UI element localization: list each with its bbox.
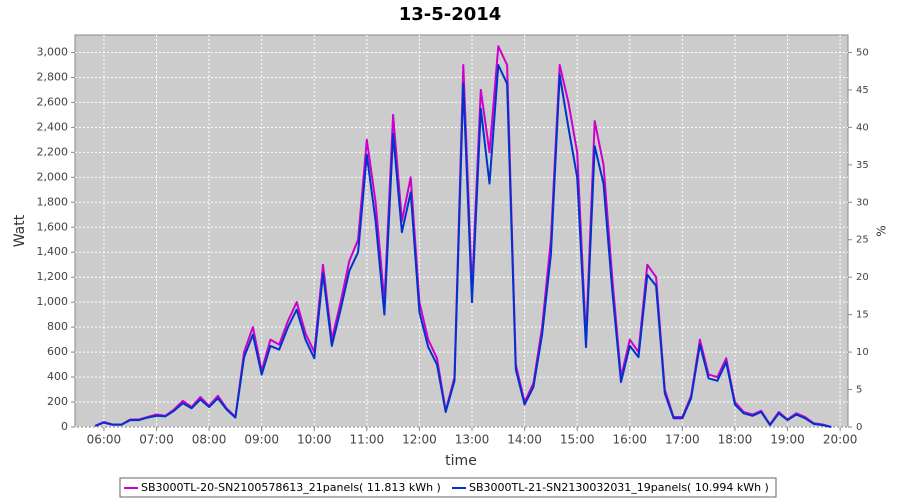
x-tick-label: 09:00 bbox=[244, 433, 279, 447]
x-tick-label: 11:00 bbox=[350, 433, 385, 447]
y2-tick-label: 50 bbox=[856, 47, 869, 58]
y-tick-label: 1,000 bbox=[37, 295, 69, 308]
y-tick-label: 600 bbox=[47, 345, 68, 358]
x-axis-label: time bbox=[445, 453, 477, 469]
legend bbox=[119, 477, 777, 498]
x-tick-label: 15:00 bbox=[560, 433, 595, 447]
y-tick-label: 2,200 bbox=[37, 145, 69, 158]
y2-tick-label: 0 bbox=[856, 422, 862, 433]
x-tick-label: 16:00 bbox=[612, 433, 647, 447]
y-tick-label: 2,400 bbox=[37, 120, 69, 133]
y2-tick-label: 20 bbox=[856, 272, 869, 283]
chart-title: 13-5-2014 bbox=[399, 4, 502, 25]
y-tick-label: 1,600 bbox=[37, 220, 69, 233]
y-tick-label: 1,800 bbox=[37, 195, 69, 208]
x-tick-label: 17:00 bbox=[665, 433, 700, 447]
y-tick-label: 2,600 bbox=[37, 95, 69, 108]
y-tick-label: 2,000 bbox=[37, 170, 69, 183]
legend-label: SB3000TL-21-SN2130032031_19panels( 10.99… bbox=[469, 481, 769, 494]
x-tick-label: 20:00 bbox=[823, 433, 858, 447]
y2-tick-label: 5 bbox=[856, 385, 862, 396]
x-tick-label: 07:00 bbox=[139, 433, 174, 447]
x-tick-label: 10:00 bbox=[297, 433, 332, 447]
y2-axis-label: % bbox=[875, 225, 889, 236]
x-tick-label: 13:00 bbox=[455, 433, 490, 447]
y2-tick-label: 30 bbox=[856, 197, 869, 208]
y2-tick-label: 15 bbox=[856, 310, 869, 321]
series-line bbox=[94, 64, 832, 428]
y-tick-label: 1,200 bbox=[37, 270, 69, 283]
y-tick-label: 2,800 bbox=[37, 70, 69, 83]
y-axis-label: Watt bbox=[12, 214, 28, 247]
y-tick-label: 3,000 bbox=[37, 45, 69, 58]
y2-tick-label: 10 bbox=[856, 347, 869, 358]
legend-label: SB3000TL-20-SN2100578613_21panels( 11.81… bbox=[141, 481, 441, 494]
y-tick-label: 1,400 bbox=[37, 245, 69, 258]
y2-tick-label: 40 bbox=[856, 122, 869, 133]
x-tick-label: 06:00 bbox=[87, 433, 122, 447]
x-tick-label: 08:00 bbox=[192, 433, 227, 447]
y-tick-label: 200 bbox=[47, 395, 68, 408]
x-tick-label: 18:00 bbox=[718, 433, 753, 447]
y-tick-label: 0 bbox=[61, 420, 68, 433]
y2-tick-label: 35 bbox=[856, 160, 869, 171]
y-tick-label: 400 bbox=[47, 370, 68, 383]
x-tick-label: 14:00 bbox=[507, 433, 542, 447]
x-tick-label: 19:00 bbox=[770, 433, 805, 447]
y2-tick-label: 45 bbox=[856, 85, 869, 96]
x-tick-label: 12:00 bbox=[402, 433, 437, 447]
y-tick-label: 800 bbox=[47, 320, 68, 333]
y2-tick-label: 25 bbox=[856, 235, 869, 246]
